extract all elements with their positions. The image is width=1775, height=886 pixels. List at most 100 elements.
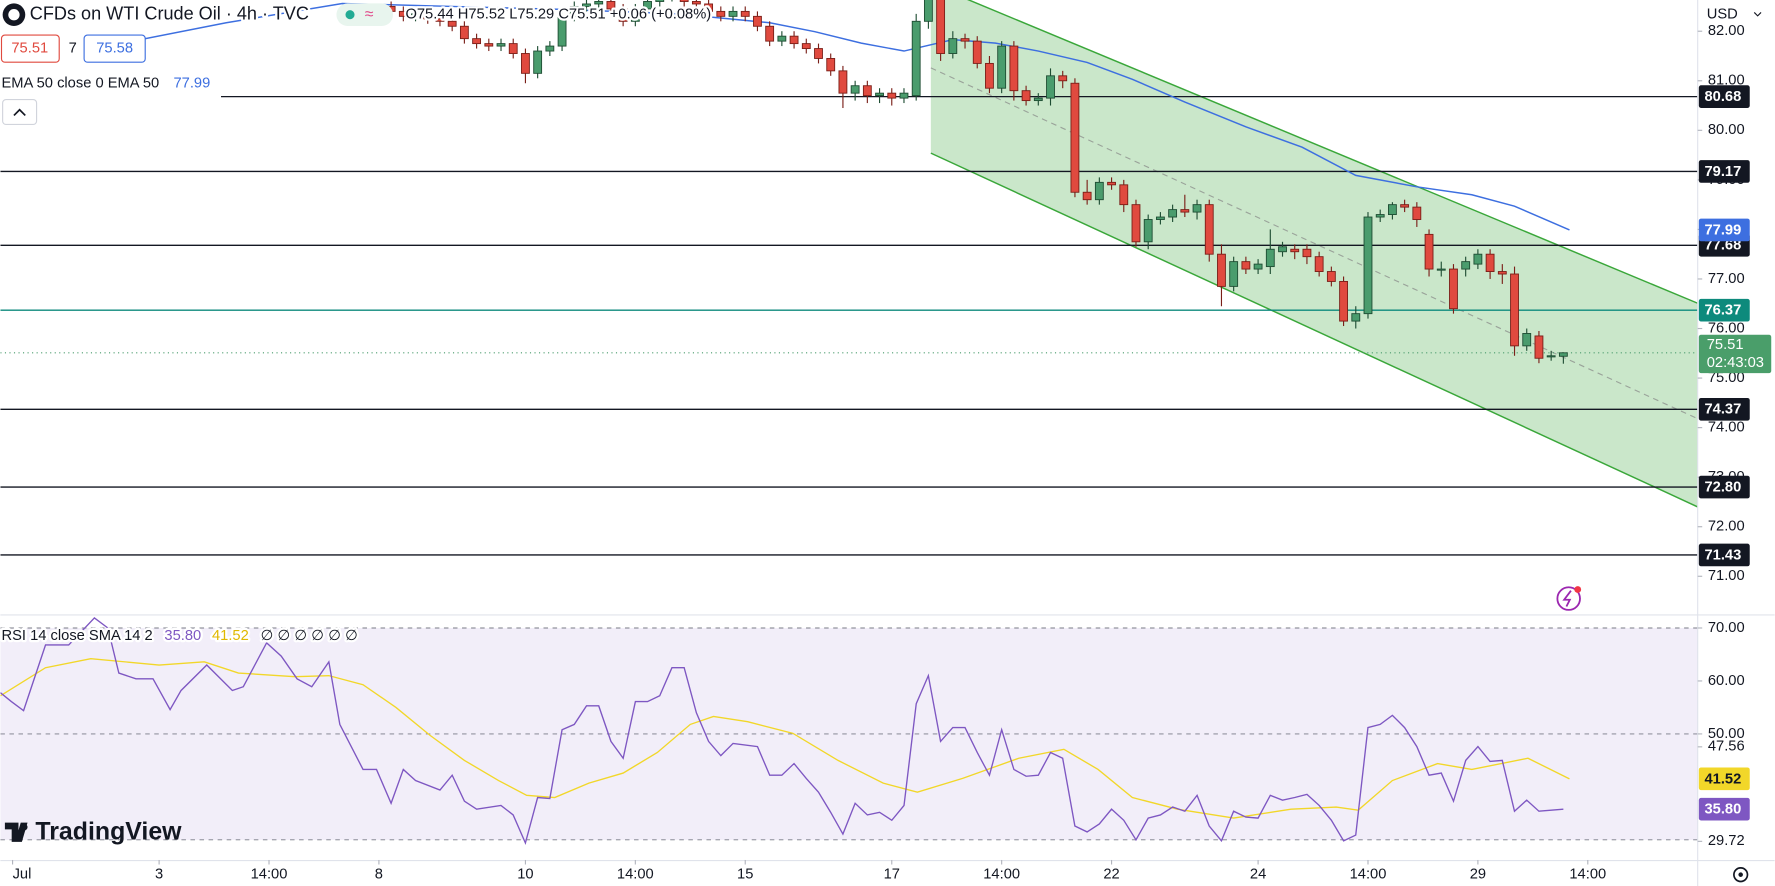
x-tick-label: 10: [517, 867, 533, 883]
candle-body: [911, 20, 921, 97]
axis-background: [1697, 0, 1775, 886]
candle-body: [521, 53, 530, 74]
candle-body: [887, 92, 897, 99]
candle-body: [1107, 181, 1116, 186]
x-tick-label: 14:00: [617, 867, 654, 883]
market-status[interactable]: [336, 3, 394, 27]
candle-body: [472, 38, 482, 45]
candle-body: [1278, 246, 1287, 253]
candle-body: [557, 15, 567, 47]
candle-body: [716, 10, 726, 17]
currency[interactable]: USD: [1707, 7, 1738, 23]
rsi-value-label-box: [1698, 767, 1750, 791]
candle-body: [1021, 90, 1031, 102]
candle-body: [1265, 248, 1275, 268]
collapse-button[interactable]: [2, 99, 38, 126]
level-label: 74.37: [1704, 402, 1741, 418]
candle-body: [582, 3, 591, 7]
candle-body: [533, 50, 543, 74]
candle-body: [435, 18, 445, 22]
level-label-box: [1698, 543, 1750, 567]
candle-body: [1204, 204, 1214, 255]
candle-body: [1094, 181, 1104, 201]
candle-body: [1241, 261, 1251, 270]
candle-body: [1400, 204, 1410, 208]
bid-box[interactable]: [0, 34, 60, 63]
candle-body: [1473, 253, 1483, 265]
candle-body: [1058, 75, 1068, 82]
candle-body: [496, 43, 506, 47]
alert-bolt: [1562, 590, 1572, 607]
candle-body: [1461, 261, 1471, 270]
collapse-chevron: [13, 108, 26, 117]
candle-body: [679, 0, 689, 2]
candle-body: [643, 1, 652, 10]
ema-line: [110, 2, 1570, 231]
x-tick-label: 14:00: [983, 867, 1020, 883]
candle-body: [1449, 268, 1458, 310]
ema-label: 77.99: [1704, 222, 1741, 238]
candle-body: [1009, 45, 1019, 92]
ask-price: 75.58: [96, 41, 133, 57]
rsi-tick-label: 60.00: [1708, 673, 1745, 689]
candle-body: [1155, 216, 1165, 220]
candle-body: [1143, 219, 1153, 243]
current-price-box: [1698, 334, 1772, 374]
candle-body: [1168, 209, 1178, 218]
candle-body: [606, 1, 616, 10]
ask-box[interactable]: [83, 34, 146, 63]
ema-label-box: [1698, 218, 1750, 242]
candle-body: [1436, 268, 1446, 271]
y-tick-label: 80.00: [1708, 122, 1745, 138]
candle-body: [594, 1, 604, 5]
candle-body: [1033, 97, 1043, 102]
candle-body: [1510, 273, 1519, 347]
y-tick-label: 72.00: [1708, 519, 1745, 535]
y-tick-label: 82.00: [1708, 23, 1745, 39]
candle-body: [936, 0, 946, 54]
level-label-box: [1698, 160, 1750, 183]
rsi-pane: [0, 617, 1698, 846]
price-pane: [0, 0, 1698, 556]
rsi-tick-label: 50.00: [1708, 726, 1745, 742]
header: CFDs on WTI Crude Oil · 4h · TVC ≈ O75.4…: [0, 1, 713, 126]
rsi-legend: RSI 14 close SMA 14 2: [2, 628, 153, 644]
candle-body: [985, 62, 994, 89]
x-tick-label: 3: [155, 867, 163, 883]
candle-body: [948, 38, 958, 54]
alert-dot: [1574, 586, 1582, 593]
candle-body: [704, 3, 714, 12]
x-tick-label: 14:00: [251, 867, 288, 883]
candle-body: [1375, 214, 1385, 218]
candle-body: [899, 92, 909, 99]
settings-icon[interactable]: [1733, 867, 1749, 883]
candle-body: [814, 48, 823, 59]
x-tick-label: 15: [737, 867, 753, 883]
sma-legend-value: 41.52: [212, 628, 249, 644]
x-tick-label: 14:00: [1569, 867, 1606, 883]
wave-icon: ≈: [365, 6, 374, 23]
candle-body: [753, 15, 762, 27]
footer: TradingView Jul 3 14:00 8 10 14:00 15 17 14:00 22…: [0, 586, 1775, 883]
candle-body: [1082, 191, 1092, 201]
level-label-box: [1698, 397, 1750, 421]
x-tick-label: 17: [884, 867, 900, 883]
current-price-label: 75.51: [1707, 337, 1744, 353]
symbol-title: CFDs on WTI Crude Oil · 4h · TVC: [30, 3, 309, 23]
currency-chevron: [1753, 12, 1762, 17]
candle-body: [1497, 271, 1507, 275]
x-tick-label: 29: [1470, 867, 1486, 883]
level-label: 80.68: [1704, 89, 1741, 105]
level-label: 79.17: [1704, 164, 1741, 180]
candle-body: [655, 0, 665, 2]
candle-body: [838, 70, 848, 94]
alert-icon[interactable]: [1556, 586, 1581, 611]
candle-body: [630, 8, 640, 22]
candle-body: [1388, 204, 1397, 216]
candle-body: [765, 25, 775, 42]
ema-legend-value: 77.99: [173, 76, 210, 92]
candle-body: [972, 40, 982, 64]
rsi-sma-line: [0, 657, 1570, 819]
